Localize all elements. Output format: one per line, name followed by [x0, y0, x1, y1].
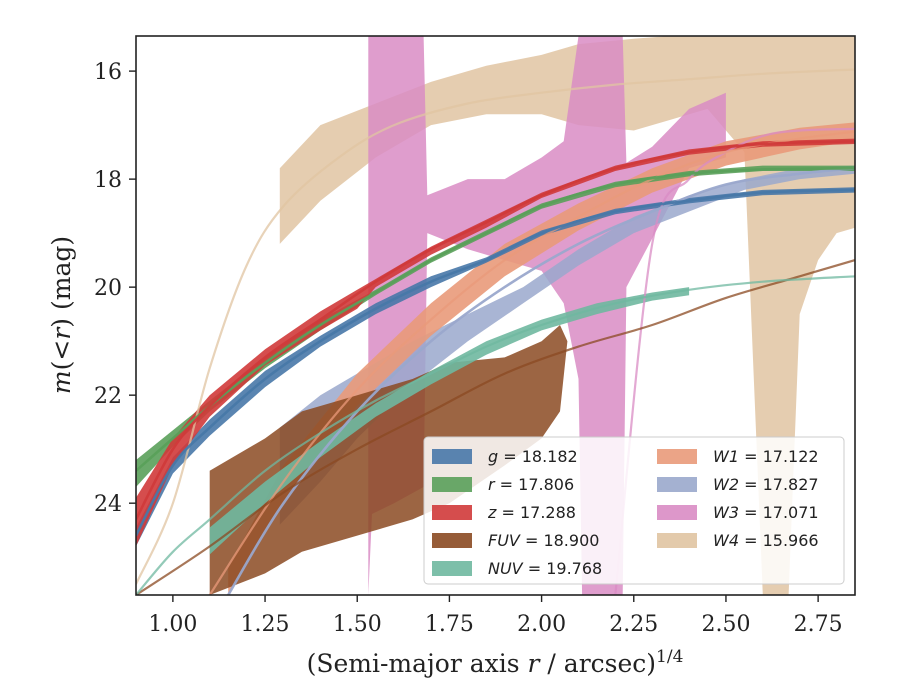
band-w3 [368, 36, 726, 595]
legend-swatch-fuv [432, 533, 472, 548]
legend-label-z: z = 17.288 [487, 503, 576, 522]
model-line-w2 [227, 167, 855, 595]
legend-swatch-z [432, 505, 472, 520]
x-tick-label: 2.50 [701, 612, 750, 637]
band-w4 [279, 36, 855, 595]
plot-frame [135, 35, 856, 596]
y-axis-ticks: 16 18 20 22 24 [94, 60, 136, 517]
y-tick-label: 20 [94, 276, 122, 301]
model-line-z [136, 140, 855, 521]
y-tick-label: 24 [94, 492, 122, 517]
x-tick-label: 1.50 [333, 612, 382, 637]
legend-swatch-g [432, 449, 472, 464]
band-z [136, 138, 855, 547]
band-fuv [209, 325, 568, 595]
legend-label-w2: W2 = 17.827 [713, 475, 819, 494]
model-lines [136, 68, 855, 595]
legend: g = 18.182 r = 17.806 z = 17.288 FUV = 18.9… [423, 436, 845, 585]
x-axis-label: (Semi-major axis r / arcsec)1/4 [307, 647, 684, 678]
legend-swatch-nuv [432, 561, 472, 576]
legend-label-w1: W1 = 17.122 [713, 447, 819, 466]
legend-swatch-r [432, 477, 472, 492]
legend-label-w4: W4 = 15.966 [713, 531, 819, 550]
legend-swatch-w2 [657, 477, 697, 492]
x-tick-label: 1.00 [148, 612, 197, 637]
legend-label-g: g = 18.182 [488, 447, 578, 466]
legend-label-fuv: FUV = 18.900 [488, 531, 599, 550]
x-axis-ticks: 1.00 1.25 1.50 1.75 2.00 2.25 2.50 2.75 [148, 595, 843, 637]
x-tick-label: 2.25 [609, 612, 658, 637]
legend-box [423, 436, 845, 585]
legend-label-r: r = 17.806 [488, 475, 574, 494]
legend-swatch-w1 [657, 449, 697, 464]
x-tick-label: 1.75 [425, 612, 474, 637]
model-line-fuv [136, 259, 855, 595]
legend-label-w3: W3 = 17.071 [713, 503, 819, 522]
model-line-w1 [208, 130, 855, 595]
y-axis-label: m(<r) (mag) [47, 236, 76, 394]
y-tick-label: 22 [94, 384, 122, 409]
x-tick-label: 2.00 [517, 612, 566, 637]
legend-label-nuv: NUV = 19.768 [488, 559, 602, 578]
model-line-w3 [614, 127, 855, 595]
model-line-g [136, 188, 855, 537]
legend-swatch-w3 [657, 505, 697, 520]
y-tick-label: 16 [94, 60, 122, 85]
x-tick-label: 1.25 [241, 612, 290, 637]
y-tick-label: 18 [94, 168, 122, 193]
x-tick-label: 2.75 [794, 612, 843, 637]
model-line-w4 [136, 68, 855, 585]
model-line-nuv [136, 275, 855, 595]
legend-swatch-w4 [657, 533, 697, 548]
